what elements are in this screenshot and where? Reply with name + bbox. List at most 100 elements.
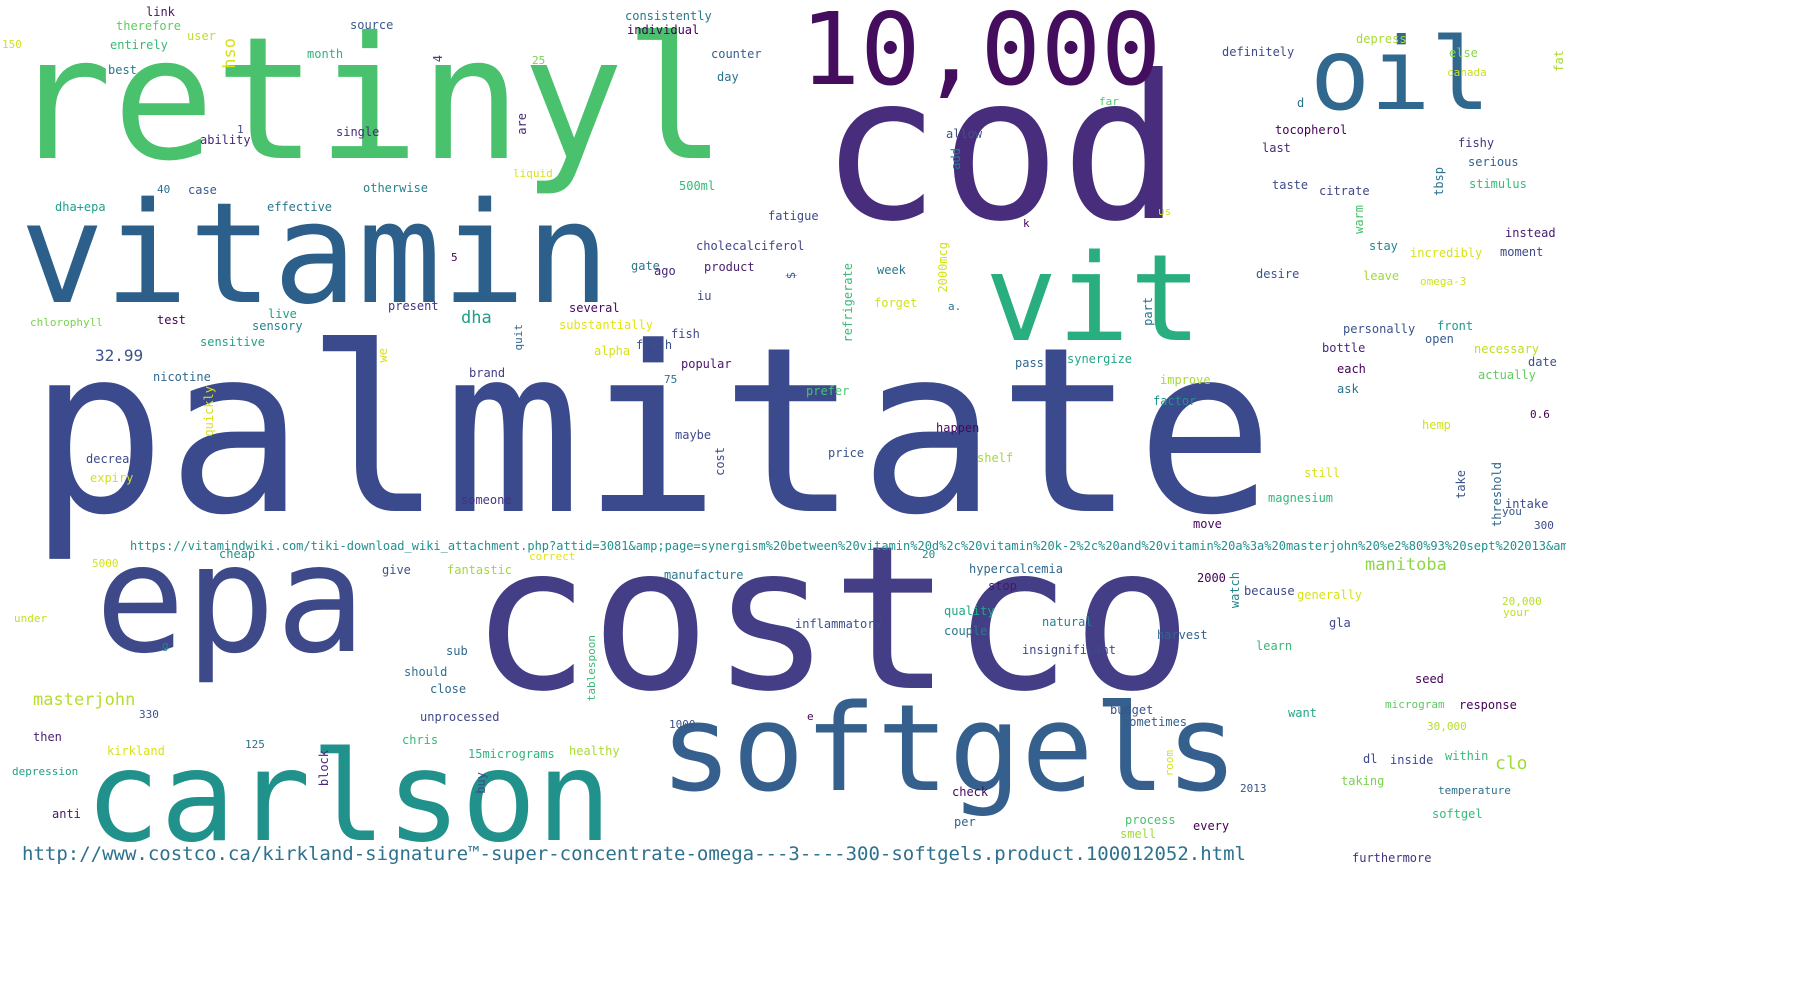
- word-single: single: [336, 125, 380, 139]
- word-taste: taste: [1272, 178, 1309, 192]
- word-2013: 2013: [1240, 782, 1267, 795]
- word-anti: anti: [52, 807, 81, 821]
- word-happen: happen: [936, 421, 980, 435]
- word-cheap: cheap: [219, 547, 256, 561]
- word-leave: leave: [1363, 269, 1400, 283]
- word-depression: depression: [12, 765, 79, 778]
- word-then: then: [33, 730, 62, 744]
- word-stop: stop: [988, 579, 1017, 593]
- word-counter: counter: [711, 47, 762, 61]
- word-ask: ask: [1337, 382, 1359, 396]
- word-1: 1: [237, 123, 244, 136]
- word-fishy: fishy: [1458, 136, 1495, 150]
- word-take: take: [1454, 470, 1468, 499]
- word-someone: someone: [461, 493, 512, 507]
- word-maybe: maybe: [675, 428, 712, 442]
- word-alpha: alpha: [594, 344, 631, 358]
- word-intake: intake: [1505, 497, 1549, 511]
- word-softgel: softgel: [1432, 807, 1483, 821]
- word-else: else: [1449, 46, 1478, 60]
- word-temperature: temperature: [1438, 784, 1511, 797]
- word-your: your: [1503, 606, 1530, 619]
- word-fat: fat: [1552, 50, 1566, 72]
- word-epa: epa: [95, 513, 366, 687]
- word-front: front: [1437, 319, 1474, 333]
- word-refrigerate: refrigerate: [841, 263, 855, 343]
- word-response: response: [1459, 698, 1517, 712]
- word-vit: vit: [985, 230, 1202, 369]
- word-we: we: [376, 348, 390, 363]
- word-iu: iu: [697, 289, 712, 303]
- word-cholecalciferol: cholecalciferol: [696, 239, 805, 253]
- word-improve: improve: [1160, 373, 1211, 387]
- word-masterjohn: masterjohn: [33, 690, 136, 710]
- word-couple: couple: [944, 624, 988, 638]
- word-ability: ability: [200, 133, 251, 147]
- word-present: present: [388, 299, 439, 313]
- word-still: still: [1304, 466, 1341, 480]
- word-500ml: 500ml: [679, 179, 716, 193]
- word-citrate: citrate: [1319, 184, 1370, 198]
- word-softgels: softgels: [660, 680, 1238, 819]
- word-fantastic: fantastic: [447, 563, 513, 577]
- word-d: d: [1297, 96, 1305, 110]
- word-palmitate: palmitate: [28, 299, 1275, 566]
- word-quit: quit: [512, 324, 525, 351]
- word-330: 330: [139, 708, 159, 721]
- word-dl: dl: [1363, 752, 1378, 766]
- word-incredibly: incredibly: [1410, 246, 1483, 260]
- word-magnesium: magnesium: [1268, 491, 1334, 505]
- word-warm: warm: [1352, 205, 1366, 234]
- word-process: process: [1125, 813, 1176, 827]
- word-https-vitamindwiki-com-tiki-download-wik: https://vitamindwiki.com/tiki-download_w…: [130, 539, 1566, 553]
- word-hso: hso: [220, 38, 240, 69]
- word-chris: chris: [402, 733, 439, 747]
- word-g: g: [162, 639, 169, 652]
- word-nicotine: nicotine: [153, 370, 211, 384]
- word-retinyl: retinyl: [10, 1, 727, 199]
- word-buy: buy: [474, 772, 488, 794]
- word-sub: sub: [446, 644, 468, 658]
- word-moment: moment: [1500, 245, 1544, 259]
- word-synergize: synergize: [1067, 352, 1133, 366]
- word-a: a.: [948, 300, 962, 313]
- word-serious: serious: [1468, 155, 1519, 169]
- word-part: part: [1141, 297, 1155, 326]
- word-0-6: 0.6: [1530, 408, 1550, 421]
- word-allow: allow: [946, 127, 983, 141]
- word-best: best: [108, 63, 137, 77]
- word-canada: canada: [1447, 66, 1487, 79]
- word-fish: fish: [671, 327, 700, 341]
- word-chlorophyll: chlorophyll: [30, 316, 103, 329]
- word-user: user: [187, 29, 216, 43]
- word-entirely: entirely: [110, 38, 168, 52]
- word-consistently: consistently: [625, 9, 712, 23]
- word-cost: cost: [713, 447, 727, 476]
- word-watch: watch: [1228, 572, 1242, 609]
- word-inflammatory: inflammatory: [795, 617, 882, 631]
- word-taking: taking: [1341, 774, 1385, 788]
- word-natural: natural: [1042, 615, 1093, 629]
- word-25: 25: [532, 54, 546, 67]
- word-therefore: therefore: [116, 19, 182, 33]
- word-case: case: [188, 183, 217, 197]
- word-40: 40: [157, 183, 171, 196]
- word-tbsp: tbsp: [1432, 167, 1446, 196]
- word-hemp: hemp: [1422, 418, 1451, 432]
- word-several: several: [569, 301, 620, 315]
- word-quality: quality: [944, 604, 995, 618]
- word-expiry: expiry: [90, 471, 134, 485]
- word-fresh: fresh: [636, 338, 673, 352]
- word-125: 125: [245, 738, 265, 751]
- word-per: per: [954, 815, 976, 829]
- word-week: week: [877, 263, 906, 277]
- word-clo: clo: [1495, 753, 1528, 774]
- word-give: give: [382, 563, 411, 577]
- word-generally: generally: [1297, 588, 1363, 602]
- word-gla: gla: [1329, 616, 1351, 630]
- word-substantially: substantially: [559, 318, 653, 332]
- word-1000: 1000: [669, 718, 696, 731]
- word-individual: individual: [627, 23, 700, 37]
- word-otherwise: otherwise: [363, 181, 429, 195]
- word-20: 20: [922, 548, 936, 561]
